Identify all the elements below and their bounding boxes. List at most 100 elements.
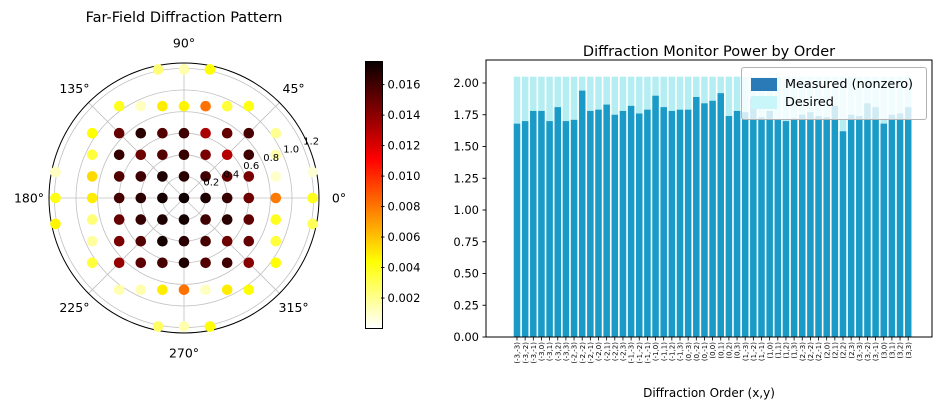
x-tick-label: (-1,3) xyxy=(677,342,685,361)
x-tick-label: (-3,-3) xyxy=(514,342,522,364)
colorbar-tick-label: 0.004 xyxy=(388,261,421,275)
x-tick-label: (3,-1) xyxy=(872,342,880,361)
bar-measured xyxy=(823,117,830,337)
bar-measured xyxy=(856,116,863,338)
y-tick-label: 1.50 xyxy=(453,140,479,154)
x-tick-label: (0,3) xyxy=(734,342,742,359)
scatter-point xyxy=(86,214,98,225)
bar-measured xyxy=(562,121,570,337)
bar-measured xyxy=(815,116,822,338)
bar-measured xyxy=(701,103,708,337)
scatter-point xyxy=(86,171,98,182)
x-tick-label: (-2,-2) xyxy=(579,342,587,364)
bar-measured xyxy=(521,121,529,337)
bar-measured xyxy=(578,90,586,338)
scatter-point xyxy=(50,166,61,178)
x-tick-label: (-1,1) xyxy=(660,342,668,361)
scatter-point xyxy=(135,214,147,225)
x-tick-label: (2,2) xyxy=(840,342,848,359)
scatter-point xyxy=(270,149,282,161)
x-tick-label: (3,-2) xyxy=(864,342,872,361)
polar-grid-spoke xyxy=(88,197,185,294)
scatter-point xyxy=(157,149,168,161)
colorbar-tick-label: 0.010 xyxy=(388,169,421,183)
bar-measured xyxy=(538,110,545,337)
scatter-point xyxy=(152,321,164,332)
scatter-point xyxy=(243,127,255,139)
bar-measured xyxy=(595,109,602,337)
polar-grid-spoke xyxy=(183,197,280,294)
scatter-point xyxy=(157,127,168,139)
scatter-point xyxy=(135,284,147,296)
bar-measured xyxy=(799,114,806,337)
x-tick-label: (-2,-1) xyxy=(587,342,595,364)
scatter-point xyxy=(270,257,282,269)
scatter-point xyxy=(200,214,211,225)
bar-measured xyxy=(546,121,553,337)
polar-radial-label: 0.2 xyxy=(203,178,219,189)
bar-measured xyxy=(790,118,798,337)
scatter-point xyxy=(243,214,255,225)
scatter-point xyxy=(135,171,147,182)
x-tick-label: (2,0) xyxy=(823,342,831,359)
scatter-point xyxy=(243,235,255,247)
scatter-point xyxy=(157,257,168,269)
x-tick-label: (0,-3) xyxy=(685,342,693,361)
bar-measured xyxy=(587,110,594,337)
scatter-point xyxy=(113,192,125,204)
x-tick-label: (-1,-1) xyxy=(644,342,652,364)
bar-measured xyxy=(693,96,700,337)
polar-angle-label: 225° xyxy=(59,300,89,315)
scatter-point xyxy=(113,100,125,112)
bar-measured xyxy=(880,123,887,337)
scatter-point xyxy=(200,127,211,139)
scatter-point xyxy=(243,284,255,296)
bar-measured xyxy=(896,113,904,337)
scatter-point xyxy=(307,166,318,178)
x-tick-label: (-2,3) xyxy=(620,342,628,361)
x-tick-label: (-3,0) xyxy=(538,342,546,361)
bar-measured xyxy=(741,112,749,338)
scatter-point xyxy=(221,235,233,247)
scatter-point xyxy=(135,149,147,161)
x-tick-label: (2,-2) xyxy=(807,342,815,361)
scatter-point xyxy=(270,171,282,182)
scatter-point xyxy=(113,284,125,296)
scatter-point xyxy=(157,171,168,182)
x-tick-label: (-3,-1) xyxy=(530,342,538,364)
legend-label-desired: Desired xyxy=(785,95,834,110)
x-tick-label: (-3,-2) xyxy=(522,342,530,364)
desired-swatch-icon xyxy=(751,96,777,109)
x-tick-label: (-1,-3) xyxy=(628,342,636,364)
bar-measured xyxy=(676,109,684,337)
scatter-point xyxy=(200,171,211,182)
scatter-point xyxy=(221,127,233,139)
bar-measured xyxy=(725,116,733,338)
scatter-point xyxy=(152,64,164,75)
bar-chart: 0.00 0.25 0.50 0.75 1.00 1.25 1.50 1.75 2.00 (-3,… xyxy=(453,59,933,364)
polar-grid-spoke xyxy=(88,102,185,199)
scatter-point xyxy=(178,257,190,269)
scatter-point xyxy=(221,149,233,161)
scatter-point xyxy=(200,257,211,269)
polar-angle-label: 270° xyxy=(169,346,199,361)
scatter-point xyxy=(178,127,190,139)
scatter-point xyxy=(221,214,233,225)
bar-measured xyxy=(831,105,839,337)
scatter-point xyxy=(113,214,125,225)
scatter-point xyxy=(178,192,190,204)
bar-measured xyxy=(530,110,537,337)
bar-measured xyxy=(668,110,676,337)
bar-measured xyxy=(619,110,627,337)
polar-angle-label: 315° xyxy=(279,300,309,315)
measured-swatch-icon xyxy=(751,78,777,91)
scatter-point xyxy=(50,218,61,230)
bar-measured xyxy=(513,123,521,337)
polar-angle-label: 180° xyxy=(14,191,44,206)
scatter-point xyxy=(86,127,98,139)
scatter-point xyxy=(243,192,255,204)
colorbar-tick-label: 0.006 xyxy=(388,230,421,244)
colorbar-gradient xyxy=(365,61,383,329)
x-tick-label: (2,1) xyxy=(831,342,839,359)
